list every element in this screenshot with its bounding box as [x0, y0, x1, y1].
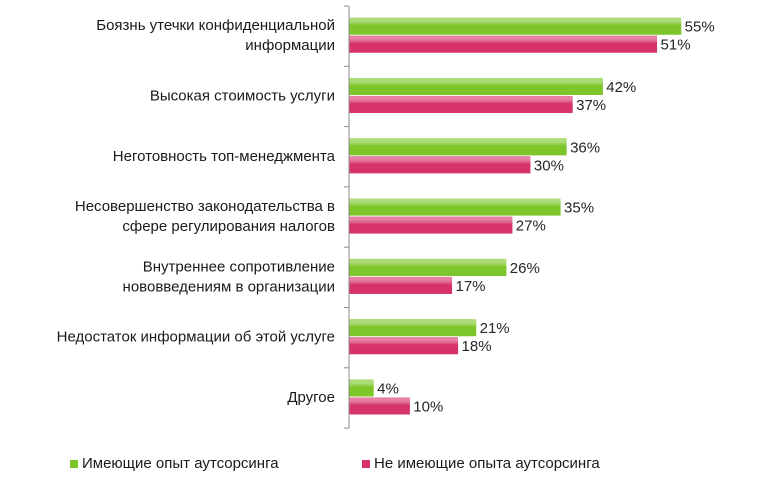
category-label: Недостаток информации об этой услуге — [57, 329, 335, 346]
bar-shade — [349, 337, 459, 355]
category-label: Высокая стоимость услуги — [150, 87, 335, 104]
category-label-line: Неготовность топ-менеджмента — [113, 148, 336, 165]
category-label-line: Боязнь утечки конфиденциальной — [96, 17, 335, 34]
category-label-line: Другое — [287, 389, 335, 406]
category-label-line: сфере регулирования налогов — [122, 218, 335, 235]
bar-shade — [349, 95, 573, 113]
bar-shade — [349, 77, 603, 95]
category-label-line: Недостаток информации об этой услуге — [57, 329, 335, 346]
value-label-series-1: 21% — [480, 320, 510, 337]
legend-label-series-1: Имеющие опыт аутсорсинга — [82, 455, 279, 472]
bar-shade — [349, 379, 374, 397]
category-label: Боязнь утечки конфиденциальной информации — [96, 17, 335, 54]
value-label-series-2: 17% — [456, 278, 486, 295]
category-label-line: Внутреннее сопротивление — [143, 258, 335, 275]
category-label-line: нововведениям в организации — [123, 278, 335, 295]
category-label: Несовершенство законодательства в сфере р… — [75, 198, 335, 235]
value-label-series-2: 27% — [516, 218, 546, 235]
legend: Имеющие опыт аутсорсинга Не имеющие опыт… — [0, 449, 768, 479]
legend-item-series-2: Не имеющие опыта аутсорсинга — [362, 455, 600, 472]
bar-shade — [349, 258, 507, 276]
legend-item-series-1: Имеющие опыт аутсорсинга — [70, 455, 279, 472]
legend-label-series-2: Не имеющие опыта аутсорсинга — [374, 455, 600, 472]
category-label-line: Высокая стоимость услуги — [150, 87, 335, 104]
value-label-series-2: 30% — [534, 157, 564, 174]
legend-swatch-series-1 — [70, 459, 78, 468]
bar-shade — [349, 397, 410, 415]
bar-shade — [349, 35, 658, 53]
value-label-series-2: 37% — [576, 97, 606, 114]
bar-shade — [349, 198, 561, 216]
bar-shade — [349, 17, 682, 35]
bar-shade — [349, 276, 453, 294]
category-label: Внутреннее сопротивление нововведениям в … — [123, 258, 335, 295]
category-label-line: Несовершенство законодательства в — [75, 198, 335, 215]
value-label-series-1: 55% — [685, 19, 715, 36]
value-label-series-1: 35% — [564, 200, 594, 217]
value-label-series-1: 4% — [377, 380, 399, 397]
bar-shade — [349, 216, 513, 234]
bar-shade — [349, 156, 531, 174]
value-label-series-2: 51% — [661, 37, 691, 54]
category-label-line: информации — [245, 37, 335, 54]
bar-shade — [349, 319, 477, 337]
value-label-series-1: 42% — [606, 79, 636, 96]
value-label-series-2: 10% — [413, 398, 443, 415]
legend-swatch-series-2 — [362, 459, 370, 468]
value-label-series-2: 18% — [462, 338, 492, 355]
value-label-series-1: 36% — [570, 139, 600, 156]
value-label-series-1: 26% — [510, 260, 540, 277]
category-label: Другое — [287, 389, 335, 406]
category-label: Неготовность топ-менеджмента — [113, 148, 336, 165]
bar-chart: Боязнь утечки конфиденциальной информации… — [57, 5, 715, 429]
bar-shade — [349, 138, 567, 156]
